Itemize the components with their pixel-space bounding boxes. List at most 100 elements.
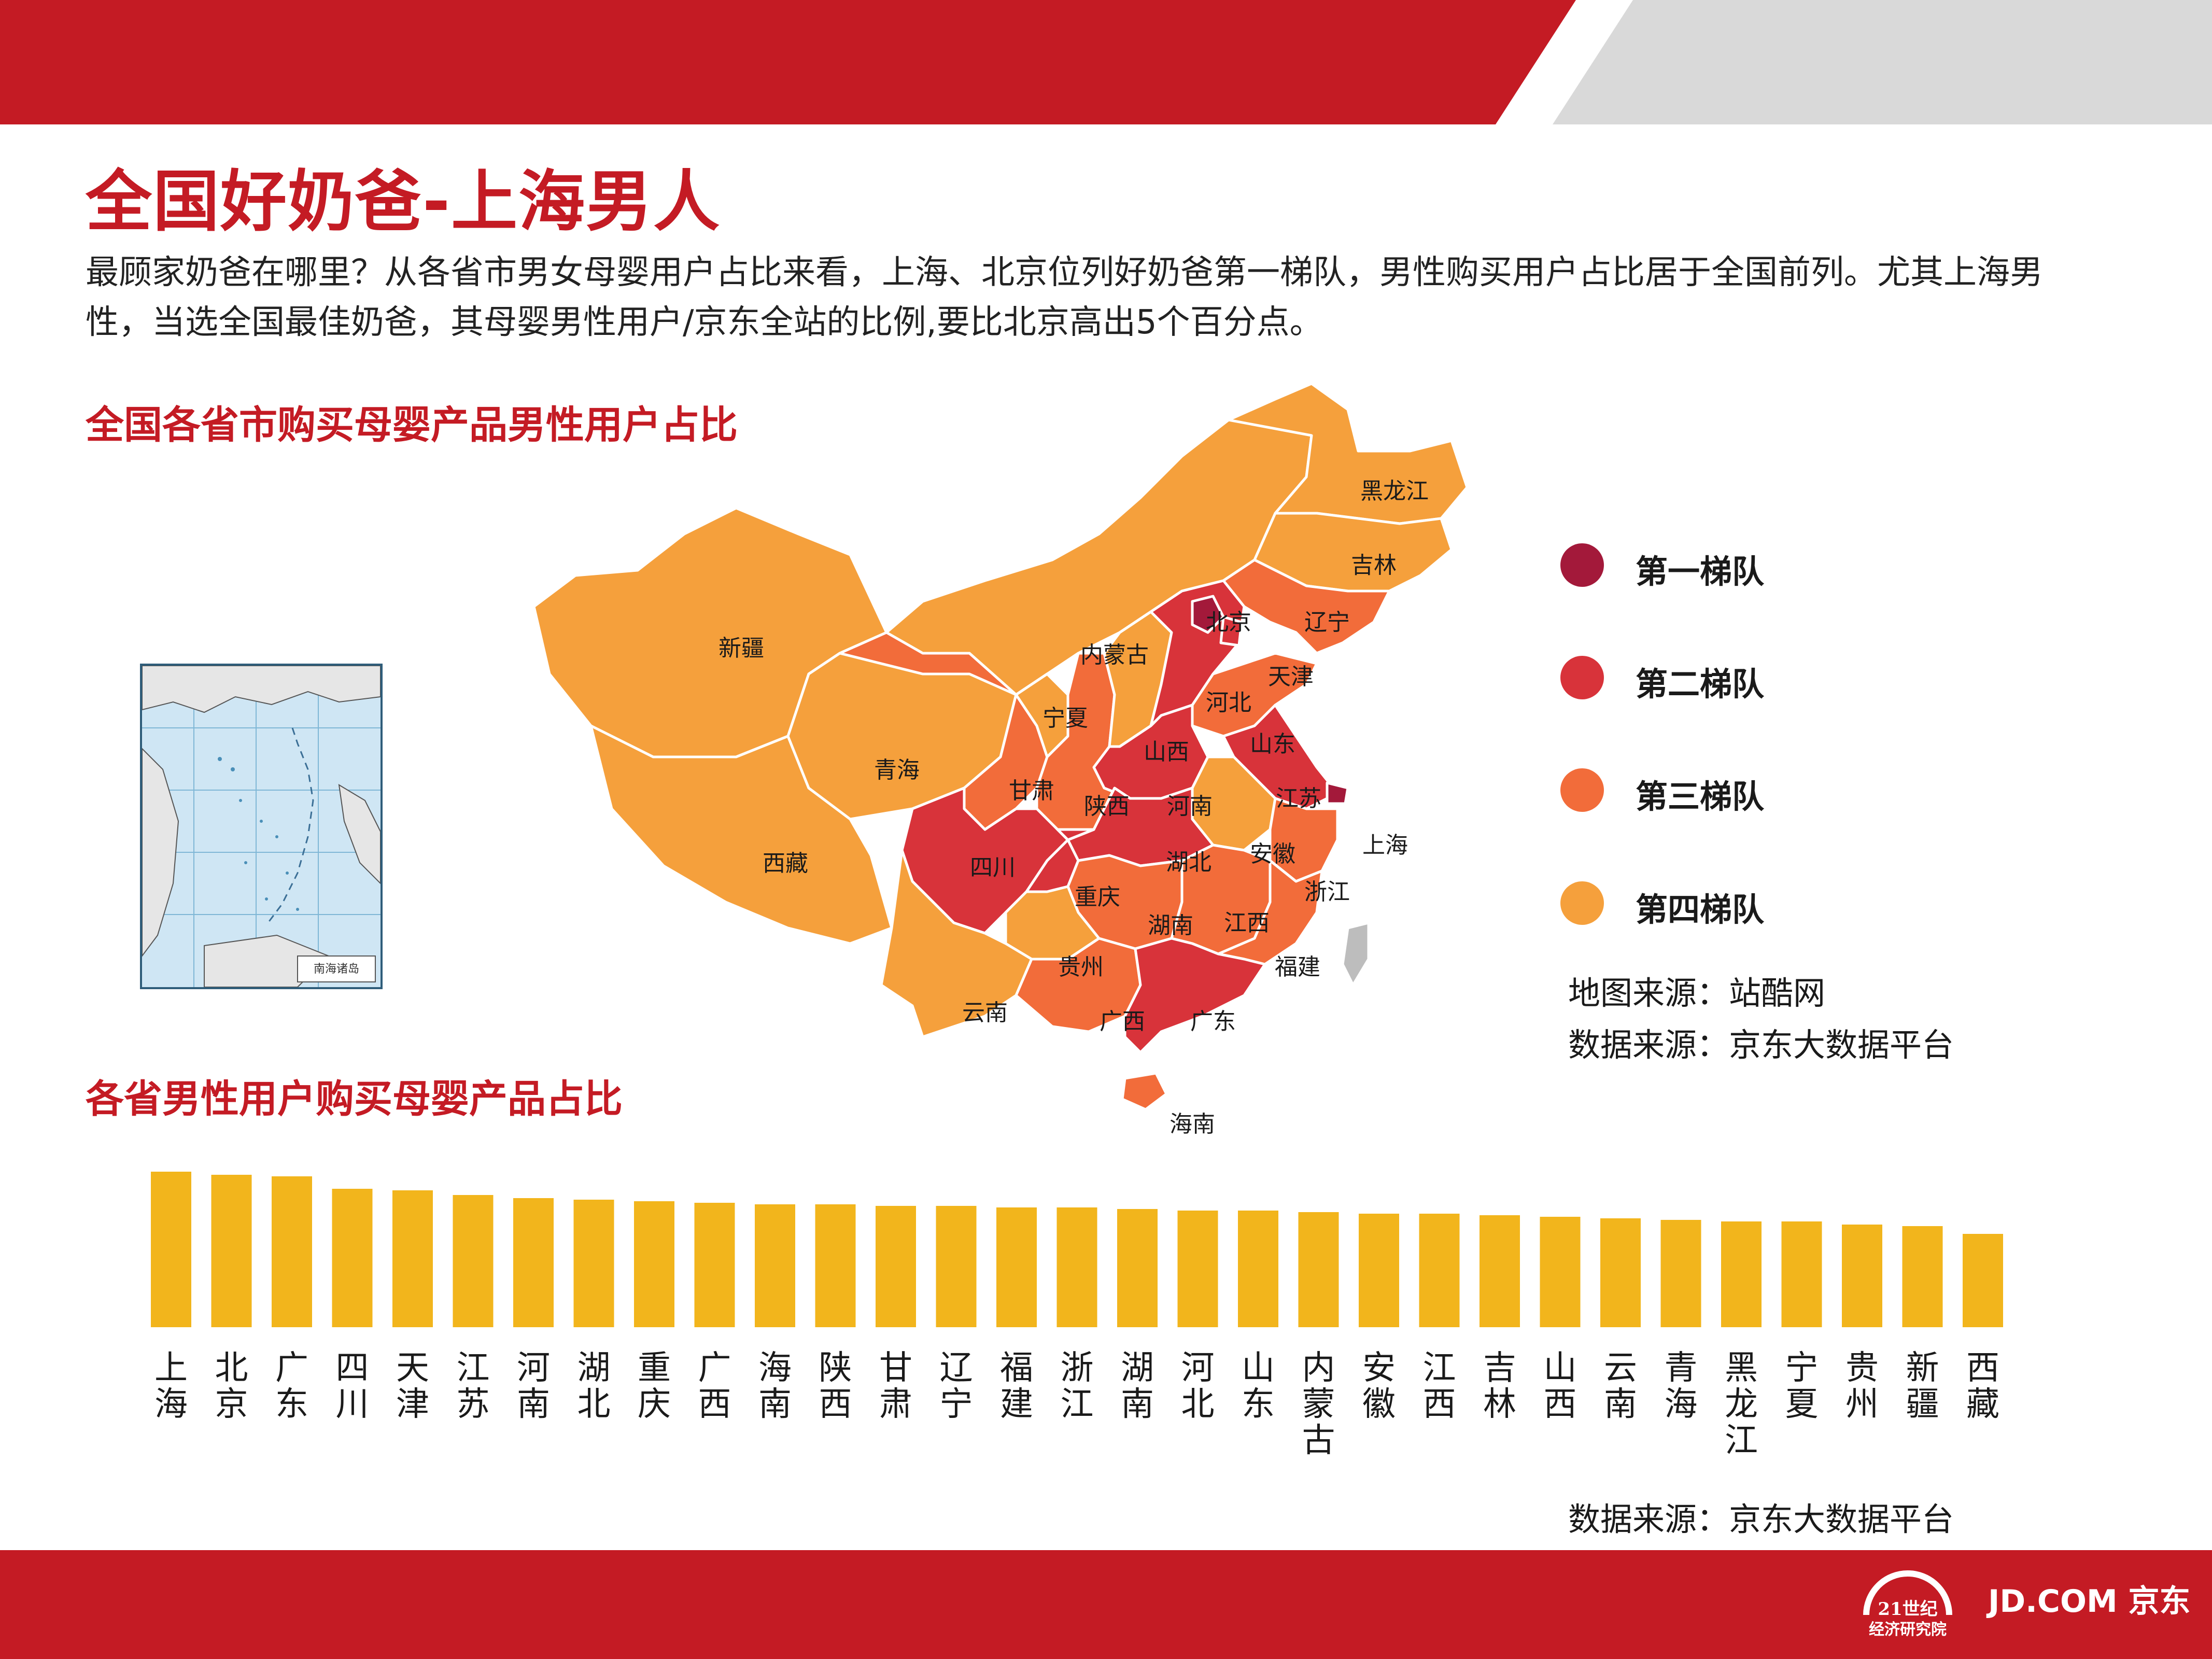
bar-label-26-char-2: 江 [1725, 1422, 1758, 1460]
intro-paragraph: 最顾家奶爸在哪里？从各省市男女母婴用户占比来看，上海、北京位列好奶爸第一梯队，男… [86, 254, 2043, 342]
bar-0 [151, 1172, 191, 1327]
bar-2 [272, 1176, 312, 1327]
label-jilin: 吉林 [1351, 552, 1397, 579]
province-taiwan [1341, 921, 1370, 987]
legend-dot-tier-1 [1560, 543, 1604, 587]
bar-label-30-char-0: 西 [1966, 1349, 1999, 1387]
label-xizang: 西藏 [763, 850, 808, 877]
bar-label-8-char-0: 重 [638, 1349, 671, 1387]
label-shanghai: 上海 [1362, 832, 1408, 859]
label-fujian: 福建 [1275, 954, 1320, 980]
bar-label-17-char-1: 北 [1181, 1385, 1215, 1424]
bar-label-7-char-0: 湖 [577, 1349, 611, 1387]
logo-21st-century: 21世纪 经济研究院 [1863, 1570, 1952, 1639]
bar-label-17-char-0: 河 [1181, 1349, 1215, 1387]
bar-label-9-char-1: 西 [698, 1385, 731, 1424]
page-title: 全国好奶爸-上海男人 [86, 163, 721, 241]
province-beijing [1191, 595, 1225, 634]
bar-label-23-char-1: 西 [1544, 1385, 1577, 1424]
bar-12 [876, 1206, 916, 1327]
header-gray-band [1553, 0, 2212, 124]
label-zhejiang: 浙江 [1304, 879, 1350, 905]
bar-label-1-char-0: 北 [215, 1349, 248, 1387]
label-hebei: 河北 [1206, 690, 1251, 716]
label-guizhou: 贵州 [1058, 954, 1104, 980]
bar-label-22-char-1: 林 [1483, 1385, 1516, 1424]
bar-1 [211, 1175, 252, 1327]
bar-label-7-char-1: 北 [577, 1385, 611, 1424]
bar-label-3-char-1: 川 [336, 1385, 369, 1424]
bar-section-title: 各省男性用户购买母婴产品占比 [86, 1077, 623, 1121]
header-red-band [0, 0, 1576, 124]
label-shanxi: 山西 [1144, 739, 1189, 765]
bar-label-19-char-2: 古 [1302, 1422, 1335, 1460]
bar-17 [1177, 1211, 1218, 1327]
bar-7 [573, 1200, 614, 1327]
bar-label-18-char-1: 东 [1242, 1385, 1275, 1424]
bar-22 [1480, 1215, 1520, 1327]
legend-dot-tier-3 [1560, 768, 1604, 812]
province-heilongjiang [1227, 382, 1469, 525]
bar-label-19-char-1: 蒙 [1302, 1385, 1335, 1424]
bar-label-21-char-1: 西 [1423, 1385, 1456, 1424]
header-band [0, 0, 2212, 124]
bar-chart: 上海北京广东四川天津江苏河南湖北重庆广西海南陕西甘肃辽宁福建浙江湖南河北山东内蒙… [151, 1172, 2003, 1460]
label-gansu: 甘肃 [1009, 778, 1054, 804]
bar-16 [1117, 1209, 1158, 1327]
bar-11 [815, 1204, 856, 1327]
footer-band [0, 1550, 2212, 1659]
bar-label-2-char-1: 东 [275, 1385, 308, 1424]
bar-label-24-char-0: 云 [1604, 1349, 1637, 1387]
bar-label-5-char-1: 苏 [457, 1385, 490, 1424]
legend-dot-tier-2 [1560, 656, 1604, 699]
bar-label-14-char-1: 建 [1000, 1385, 1033, 1424]
label-henan: 河南 [1167, 793, 1213, 820]
china-map: 新疆 西藏 青海 内蒙古 黑龙江 吉林 辽宁 北京 天津 河北 宁夏 山西 山东… [532, 382, 1469, 1137]
bar-label-15-char-0: 浙 [1061, 1349, 1094, 1387]
legend-label-tier-3: 第三梯队 [1636, 778, 1765, 816]
bar-label-16-char-0: 湖 [1121, 1349, 1154, 1387]
logo-21-line1: 21世纪 [1878, 1599, 1937, 1620]
bar-label-21-char-0: 江 [1423, 1349, 1456, 1387]
label-hainan: 海南 [1170, 1111, 1215, 1137]
legend-dot-tier-4 [1560, 881, 1604, 925]
bar-label-27-char-0: 宁 [1785, 1349, 1819, 1387]
province-guangdong [1123, 937, 1266, 1054]
province-shandong [1191, 652, 1318, 738]
bar-label-0-char-0: 上 [154, 1349, 188, 1387]
bar-label-13-char-1: 宁 [940, 1385, 973, 1424]
bar-data-source: 数据来源：京东大数据平台 [1568, 1500, 1954, 1538]
label-anhui: 安徽 [1250, 841, 1295, 867]
bar-label-23-char-0: 山 [1544, 1349, 1577, 1387]
bar-21 [1419, 1214, 1460, 1327]
bar-label-15-char-1: 江 [1061, 1385, 1094, 1424]
bar-3 [332, 1189, 373, 1327]
label-jiangsu: 江苏 [1276, 785, 1321, 812]
map-source: 地图来源：站酷网 [1568, 974, 1826, 1012]
label-yunnan: 云南 [962, 1000, 1008, 1026]
bar-label-9-char-0: 广 [698, 1349, 731, 1387]
bar-label-8-char-1: 庆 [638, 1385, 671, 1424]
province-xizang [589, 724, 893, 945]
label-chongqing: 重庆 [1075, 884, 1120, 910]
bar-label-6-char-0: 河 [517, 1349, 550, 1387]
bar-label-6-char-1: 南 [517, 1385, 550, 1424]
south-china-sea-inset: 南海诸岛 [140, 664, 383, 989]
bar-label-24-char-1: 南 [1604, 1385, 1637, 1424]
bar-10 [755, 1204, 795, 1327]
bar-label-28-char-0: 贵 [1845, 1349, 1879, 1387]
bar-26 [1721, 1221, 1762, 1327]
bar-label-30-char-1: 藏 [1966, 1385, 1999, 1424]
bar-18 [1238, 1211, 1278, 1327]
bar-24 [1600, 1218, 1641, 1327]
bar-label-28-char-1: 州 [1845, 1385, 1879, 1424]
bar-29 [1902, 1226, 1943, 1327]
bar-27 [1781, 1221, 1822, 1327]
bar-label-11-char-1: 西 [819, 1385, 852, 1424]
bar-label-4-char-0: 天 [396, 1349, 429, 1387]
bar-13 [936, 1206, 977, 1327]
bar-label-29-char-0: 新 [1906, 1349, 1939, 1387]
label-hubei: 湖北 [1166, 849, 1211, 876]
label-liaoning: 辽宁 [1304, 609, 1350, 636]
bar-25 [1660, 1220, 1701, 1327]
